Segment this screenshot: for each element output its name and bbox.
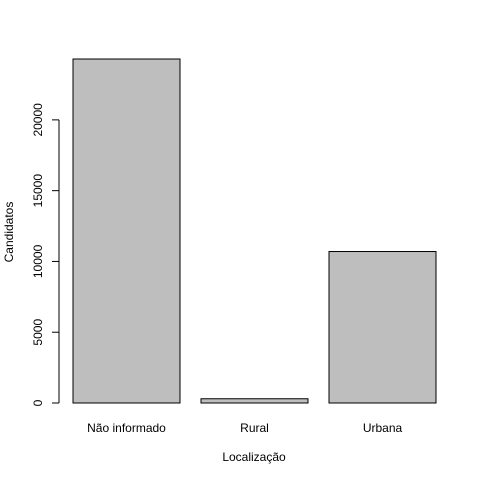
- y-axis-title: Candidatos: [2, 202, 16, 263]
- x-tick-label: Não informado: [87, 421, 166, 435]
- y-axis: 0 5000 10000 15000 20000: [31, 103, 60, 406]
- y-tick-label: 10000: [31, 244, 45, 278]
- bars-group: [72, 58, 437, 404]
- y-tick-label: 20000: [31, 103, 45, 137]
- y-tick-label: 15000: [31, 174, 45, 208]
- y-tick-label: 0: [31, 399, 45, 406]
- bar-0: [72, 58, 181, 404]
- y-tick-label: 5000: [31, 319, 45, 346]
- bar-1: [200, 398, 309, 404]
- x-tick-label: Rural: [240, 421, 269, 435]
- x-tick-labels: Não informado Rural Urbana: [87, 421, 402, 435]
- x-axis-title: Localização: [222, 450, 286, 464]
- x-tick-label: Urbana: [363, 421, 403, 435]
- bar-2: [328, 251, 437, 404]
